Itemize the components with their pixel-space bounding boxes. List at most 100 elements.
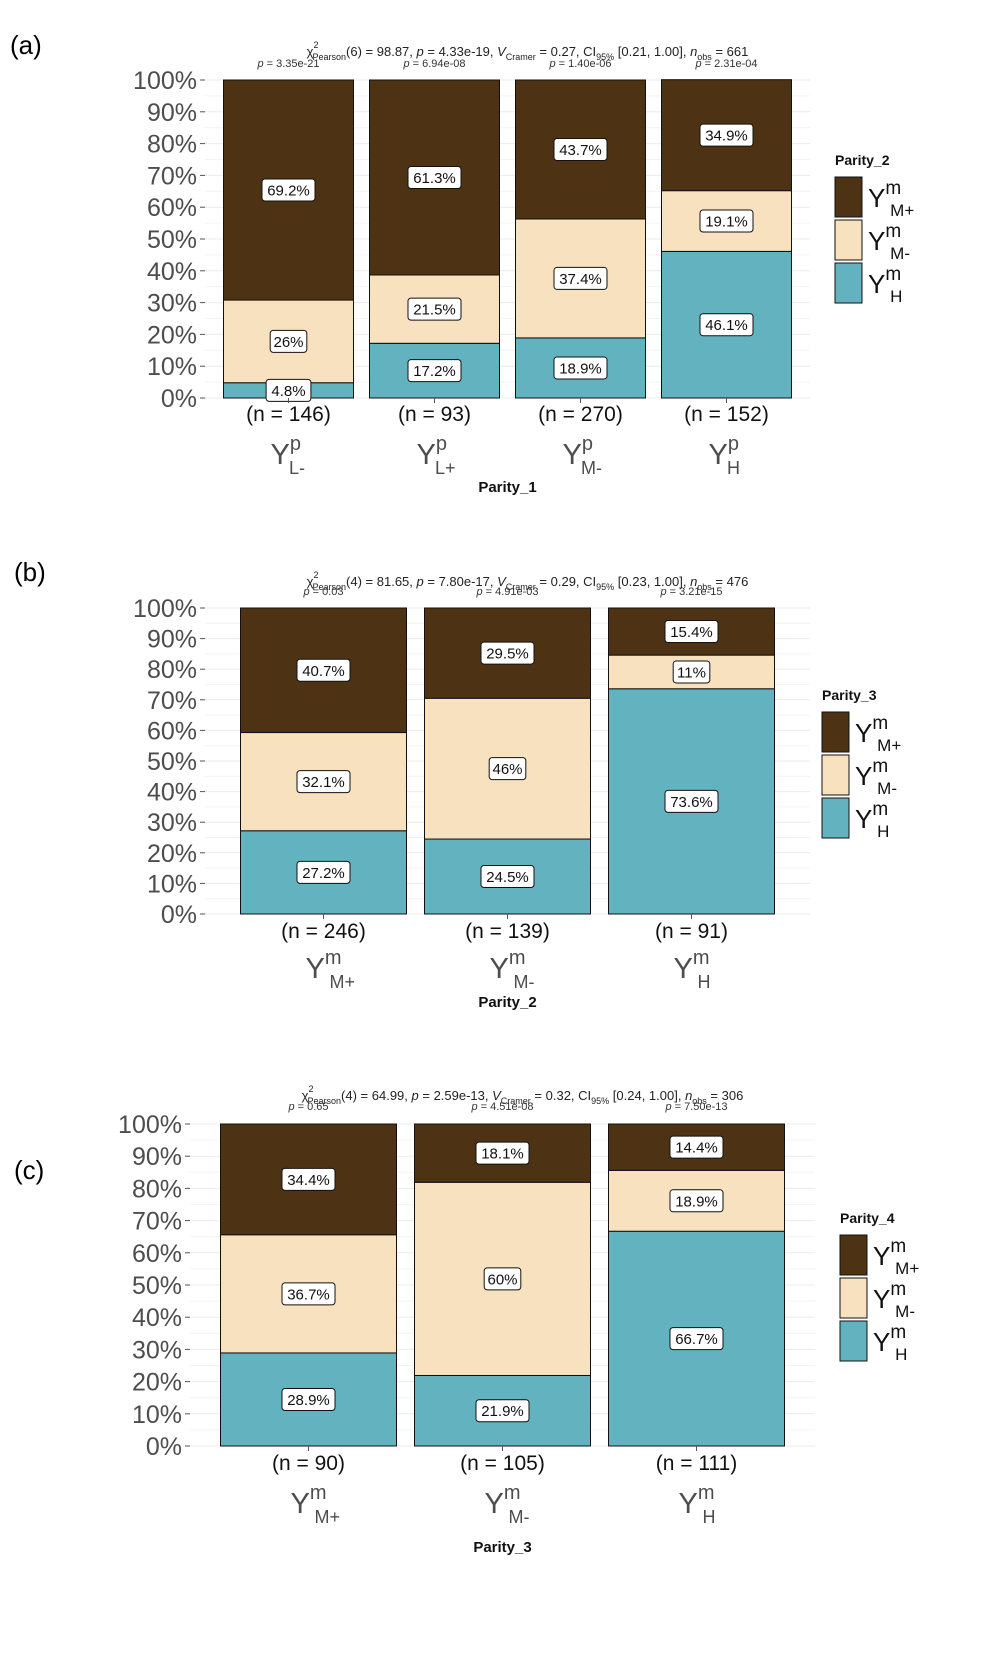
legend-sup: m — [885, 178, 901, 199]
data-label-box — [281, 1282, 336, 1306]
legend-sub: M+ — [877, 736, 901, 755]
y-tick-label: 10% — [132, 1401, 182, 1429]
p-value-label: p = 7.50e-13 — [664, 1101, 727, 1113]
data-label-text: 37.4% — [559, 271, 602, 288]
data-label: 40.7% — [296, 658, 351, 682]
category-sub: H — [727, 458, 740, 478]
stat-chi-sup: 2 — [314, 40, 319, 50]
y-tick-label: 80% — [147, 131, 197, 159]
stat-chi-value: (4) = 81.65, — [346, 574, 416, 589]
category-sup: m — [325, 947, 342, 969]
data-label-box — [261, 178, 316, 202]
data-label-text: 73.6% — [670, 794, 713, 811]
data-label-box — [407, 165, 462, 189]
y-tick-label: 80% — [147, 656, 197, 684]
data-label-box — [483, 1267, 522, 1291]
data-label: 18.9% — [669, 1189, 724, 1213]
legend-sub: H — [890, 287, 902, 306]
stat-chi-value: (6) = 98.87, — [346, 44, 416, 59]
stat-v-value: = 0.27, CI — [536, 44, 596, 59]
data-label-box — [480, 641, 535, 665]
data-label-box — [553, 356, 608, 380]
panel-letter-a: (a) — [10, 30, 42, 60]
category-sub: M- — [514, 972, 535, 992]
data-label: 66.7% — [669, 1327, 724, 1351]
stat-n-sub: obs — [692, 1096, 707, 1106]
stat-v-symbol: V — [492, 1088, 502, 1103]
y-tick-label: 90% — [147, 99, 197, 127]
y-tick-label: 20% — [147, 321, 197, 349]
stat-ci-value: [0.21, 1.00], — [614, 44, 690, 59]
p-value-label: p = 2.31e-04 — [694, 58, 757, 70]
category-sup: m — [698, 1482, 715, 1504]
data-label-text: 34.9% — [705, 128, 748, 145]
y-tick-label: 60% — [147, 717, 197, 745]
stat-p-value: = 2.59e-13, — [419, 1088, 492, 1103]
data-label-text: 29.5% — [486, 646, 529, 663]
p-value-text: = 7.50e-13 — [672, 1101, 728, 1113]
category-base: Y — [490, 953, 509, 985]
count-label: (n = 246) — [281, 920, 366, 943]
p-value-text: = 1.40e-06 — [556, 58, 612, 70]
category-sub: M- — [581, 458, 602, 478]
p-value-symbol: p — [548, 58, 555, 70]
p-value-text: = 6.94e-08 — [410, 58, 466, 70]
category-sub: L+ — [435, 458, 456, 478]
p-value-label: p = 0.65 — [287, 1101, 328, 1113]
data-label-text: 61.3% — [413, 170, 456, 187]
x-axis-label: Parity_3 — [473, 1539, 531, 1556]
legend-title: Parity_2 — [835, 152, 890, 168]
category-base: Y — [674, 953, 693, 985]
y-tick-label: 20% — [132, 1369, 182, 1397]
data-label-text: 28.9% — [287, 1392, 330, 1409]
legend-key — [839, 1234, 868, 1276]
data-label: 21.5% — [407, 297, 462, 321]
legend-key — [821, 754, 850, 796]
category-label: Ym M- — [485, 1482, 530, 1527]
data-label-text: 40.7% — [302, 663, 345, 680]
legend-base: Y — [855, 761, 872, 791]
y-tick-label: 100% — [133, 67, 197, 95]
y-tick-label: 100% — [133, 595, 197, 623]
legend-sub: M+ — [890, 201, 914, 220]
legend-sub: H — [895, 1345, 907, 1364]
category-sub: M- — [509, 1507, 530, 1527]
count-label: (n = 93) — [398, 403, 471, 426]
data-label-text: 46% — [492, 761, 522, 778]
category-sup: p — [436, 433, 447, 455]
category-label: Ym M- — [490, 947, 535, 992]
category-label: Ym M+ — [306, 947, 356, 992]
y-tick-label: 50% — [147, 226, 197, 254]
y-tick-label: 30% — [147, 809, 197, 837]
data-label-text: 27.2% — [302, 865, 345, 882]
legend-base: Y — [873, 1284, 890, 1314]
data-label-box — [296, 770, 351, 794]
stats-title: χ2 Pearson(4) = 64.99, p = 2.59e-13, VCra… — [302, 1084, 744, 1106]
legend-key — [834, 176, 863, 218]
data-label-text: 24.5% — [486, 869, 529, 886]
legend-label: Ym M+ — [873, 1236, 919, 1278]
p-value-symbol: p — [302, 586, 309, 598]
legend-title: Parity_4 — [840, 1210, 895, 1226]
stat-p-value: = 7.80e-17, — [424, 574, 497, 589]
data-label-text: 34.4% — [287, 1172, 330, 1189]
stat-ci-sub: 95% — [596, 582, 614, 592]
stat-p-value: = 4.33e-19, — [424, 44, 497, 59]
legend-sub: M- — [890, 244, 910, 263]
stat-v-value: = 0.32, CI — [531, 1088, 591, 1103]
data-label-box — [296, 860, 351, 884]
data-label: 60% — [483, 1267, 522, 1291]
data-label: 28.9% — [281, 1387, 336, 1411]
count-label: (n = 111) — [656, 1452, 738, 1475]
legend-key — [834, 262, 863, 304]
data-label: 69.2% — [261, 178, 316, 202]
legend-label: Ym H — [868, 264, 902, 306]
legend-sup: m — [890, 1236, 906, 1257]
stat-p-symbol: p — [416, 574, 424, 589]
data-label-box — [699, 123, 754, 147]
y-tick-label: 60% — [132, 1240, 182, 1268]
legend-sub: M- — [895, 1302, 915, 1321]
y-tick-label: 90% — [132, 1143, 182, 1171]
data-label: 11% — [672, 660, 711, 684]
